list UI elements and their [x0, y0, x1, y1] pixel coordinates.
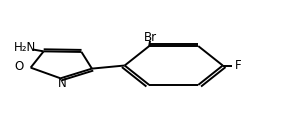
Text: O: O	[14, 61, 23, 73]
Text: Br: Br	[144, 31, 157, 44]
Text: N: N	[57, 77, 66, 90]
Text: F: F	[235, 59, 241, 72]
Text: H₂N: H₂N	[14, 41, 37, 54]
